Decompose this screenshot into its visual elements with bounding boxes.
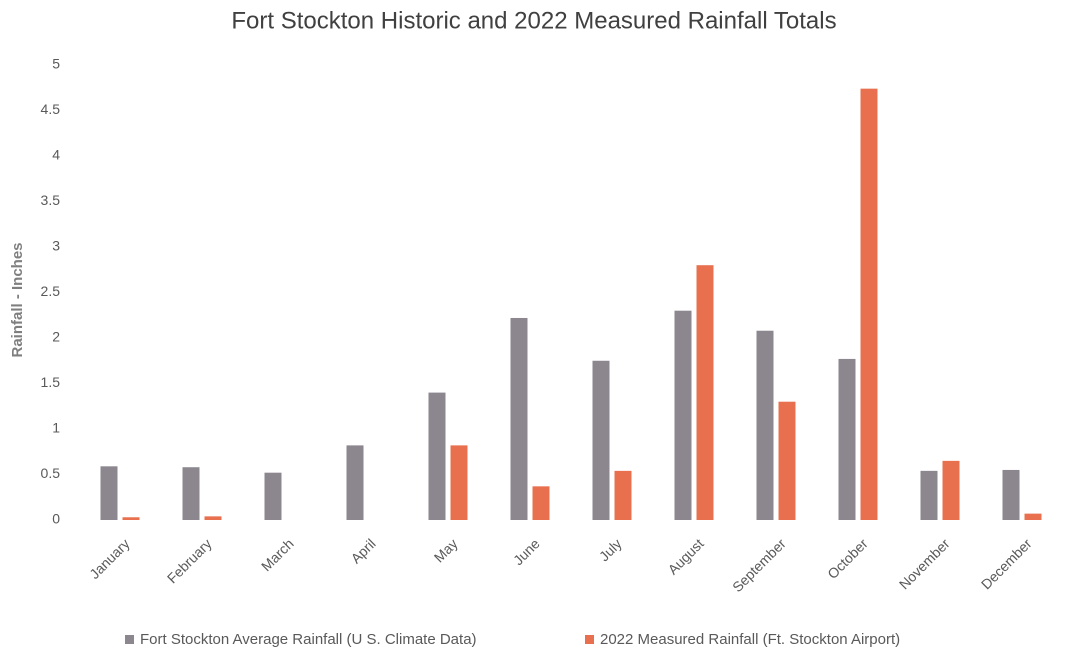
x-tick-label: March	[258, 535, 297, 574]
bar	[838, 358, 856, 520]
y-tick-label: 4.5	[41, 101, 61, 117]
x-tick-label: May	[431, 535, 461, 565]
x-tick-label: October	[824, 535, 871, 582]
bar	[510, 317, 528, 520]
bar	[182, 467, 200, 520]
y-tick-label: 4	[52, 147, 60, 163]
chart-title: Fort Stockton Historic and 2022 Measured…	[231, 7, 836, 34]
bar	[100, 466, 118, 520]
y-tick-label: 1.5	[41, 374, 61, 390]
bar	[674, 310, 692, 520]
bar	[264, 472, 282, 520]
y-tick-label: 1	[52, 420, 60, 436]
bar	[778, 401, 796, 520]
y-tick-label: 0	[52, 511, 60, 527]
bar	[696, 265, 714, 520]
bar	[860, 88, 878, 520]
x-tick-label: January	[86, 535, 133, 582]
x-tick-label: June	[510, 535, 543, 568]
bar	[920, 470, 938, 520]
x-tick-label: September	[729, 535, 789, 595]
y-tick-label: 5	[52, 56, 60, 72]
x-tick-label: February	[164, 535, 215, 586]
bar	[1002, 469, 1020, 520]
x-tick-label: April	[348, 535, 379, 566]
y-tick-label: 2	[52, 329, 60, 345]
legend-label: Fort Stockton Average Rainfall (U S. Cli…	[140, 631, 477, 648]
bar	[204, 516, 222, 520]
bar	[346, 445, 364, 520]
bar	[942, 460, 960, 520]
y-tick-label: 2.5	[41, 283, 61, 299]
bar	[756, 330, 774, 520]
bar	[450, 445, 468, 520]
bar	[122, 517, 140, 520]
legend-swatch	[125, 635, 134, 644]
bar	[1024, 513, 1042, 520]
legend-swatch	[585, 635, 594, 644]
y-tick-label: 3	[52, 238, 60, 254]
x-tick-label: July	[596, 535, 625, 564]
bar	[428, 392, 446, 520]
bar	[592, 360, 610, 520]
y-tick-label: 0.5	[41, 465, 61, 481]
y-tick-label: 3.5	[41, 192, 61, 208]
y-axis-title: Rainfall - Inches	[9, 242, 26, 357]
x-tick-label: August	[665, 535, 707, 577]
bar	[614, 470, 632, 520]
bar	[532, 486, 550, 520]
x-tick-label: December	[978, 535, 1035, 592]
x-tick-label: November	[896, 535, 953, 592]
legend-label: 2022 Measured Rainfall (Ft. Stockton Air…	[600, 631, 900, 648]
